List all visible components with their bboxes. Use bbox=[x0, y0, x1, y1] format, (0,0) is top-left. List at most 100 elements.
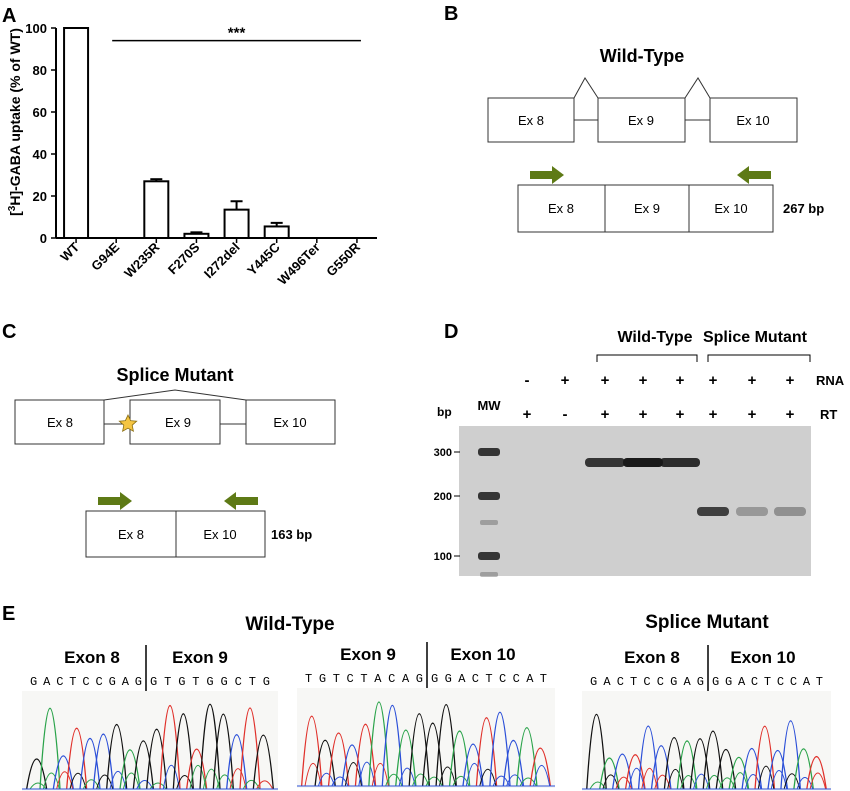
wt-product-ex8: Ex 8 bbox=[548, 201, 574, 216]
panel-letter-b: B bbox=[444, 3, 458, 25]
ladder-label: 100 bbox=[434, 551, 452, 563]
significance-label: *** bbox=[228, 25, 246, 42]
trace-peak-g bbox=[252, 734, 274, 790]
trace-peak-t bbox=[327, 732, 350, 787]
rt-sign: + bbox=[748, 406, 757, 423]
trace-noise bbox=[744, 774, 762, 790]
trace-peak-a bbox=[368, 701, 390, 787]
trace-noise bbox=[202, 768, 220, 790]
trace-noise bbox=[438, 766, 457, 787]
sm-exon-10-label: Ex 10 bbox=[273, 415, 306, 430]
panel-letter-e: E bbox=[2, 603, 15, 625]
trace-noise bbox=[162, 765, 180, 790]
trace-peak-c bbox=[52, 755, 74, 790]
trace-peak-a bbox=[728, 756, 750, 790]
rna-sign: + bbox=[639, 372, 648, 389]
rt-sign: - bbox=[563, 406, 568, 423]
trace-noise bbox=[809, 772, 827, 790]
wt-product-box bbox=[517, 184, 774, 233]
trace-noise bbox=[122, 772, 140, 790]
sm-skip-arc bbox=[103, 389, 247, 401]
sm-reverse-primer-arrow bbox=[224, 492, 258, 510]
rna-sign: + bbox=[786, 372, 795, 389]
sm-exon-9 bbox=[129, 399, 221, 445]
trace-peak-g bbox=[212, 713, 234, 790]
trace-peak-g bbox=[702, 730, 724, 790]
exon-label-right: Exon 10 bbox=[730, 648, 795, 667]
trace-peak-g bbox=[715, 749, 737, 790]
trace-peak-a bbox=[39, 708, 61, 790]
wt-band bbox=[623, 458, 663, 467]
sm-product-ex8: Ex 8 bbox=[118, 527, 144, 542]
x-tick-label: G94E bbox=[88, 239, 122, 273]
y-tick-label: 100 bbox=[25, 21, 47, 36]
wt-exon-9-label: Ex 9 bbox=[628, 113, 654, 128]
trace-peak-c bbox=[341, 744, 363, 787]
gel-group-wt: Wild-Type bbox=[617, 329, 692, 346]
rt-sign: + bbox=[676, 406, 685, 423]
gel-rna-label: RNA bbox=[816, 373, 845, 388]
trace-noise bbox=[479, 768, 497, 787]
gel-bp-label: bp bbox=[437, 405, 452, 419]
wt-splice-arc-1 bbox=[573, 77, 599, 99]
y-axis-label: [3H]-GABA uptake (% of WT) bbox=[7, 28, 24, 216]
x-tick-label: W496Ter bbox=[275, 240, 323, 288]
sm-exon-8 bbox=[14, 399, 105, 445]
sm-diagram-title: Splice Mutant bbox=[116, 365, 233, 385]
trace-peak-t bbox=[159, 704, 181, 790]
ladder-band bbox=[480, 572, 498, 577]
rt-sign: + bbox=[523, 406, 532, 423]
trace-noise bbox=[465, 763, 483, 787]
trace-peak-g bbox=[146, 729, 168, 790]
trace-peak-t bbox=[354, 723, 377, 787]
trace-noise bbox=[452, 775, 470, 787]
x-tick-label: WT bbox=[57, 239, 82, 264]
sequence-left: GACTCCGAG bbox=[590, 675, 704, 689]
wt-product-ex10: Ex 10 bbox=[714, 201, 747, 216]
trace-background bbox=[297, 688, 555, 788]
rna-sign: + bbox=[676, 372, 685, 389]
trace-peak-c bbox=[226, 734, 248, 790]
trace-peak-t bbox=[475, 717, 498, 787]
trace-peak-g bbox=[586, 714, 607, 790]
exon-label-left: Exon 8 bbox=[64, 648, 120, 667]
gel-group-sm: Splice Mutant bbox=[703, 329, 808, 346]
trace-noise bbox=[615, 776, 632, 790]
trace-noise bbox=[371, 763, 389, 787]
trace-peak-g bbox=[689, 738, 711, 790]
exon-label-left: Exon 8 bbox=[624, 648, 680, 667]
rt-sign: + bbox=[786, 406, 795, 423]
rt-sign: + bbox=[639, 406, 648, 423]
trace-background bbox=[582, 691, 831, 791]
wt-band bbox=[660, 458, 700, 467]
sequence-right: GGACTCCAT bbox=[712, 675, 823, 689]
rna-sign: + bbox=[709, 372, 718, 389]
bar bbox=[223, 208, 250, 239]
trace-noise bbox=[229, 768, 247, 790]
trace-peak-c bbox=[79, 737, 101, 790]
trace-peak-c bbox=[502, 739, 525, 787]
bar bbox=[263, 225, 290, 239]
rt-sign: + bbox=[709, 406, 718, 423]
wt-splice-arc-2 bbox=[684, 77, 711, 99]
trace-noise bbox=[69, 772, 87, 790]
wt-forward-primer-arrow bbox=[530, 166, 564, 184]
sequence-right: GTGTGGCTG bbox=[150, 675, 270, 689]
trace-noise bbox=[425, 776, 443, 787]
trace-noise bbox=[331, 776, 349, 787]
trace-peak-a bbox=[395, 729, 417, 787]
gel-image bbox=[459, 426, 811, 576]
x-tick-label: W235R bbox=[121, 239, 163, 281]
trace-peak-g bbox=[314, 739, 336, 787]
trace-peak-g bbox=[199, 703, 221, 790]
sm-exon-10 bbox=[245, 399, 336, 445]
wt-reverse-primer-arrow bbox=[737, 166, 771, 184]
trace-peak-c bbox=[741, 748, 763, 790]
trace-peak-a bbox=[119, 749, 141, 790]
y-tick-label: 40 bbox=[33, 147, 47, 162]
trace-noise bbox=[385, 773, 403, 787]
ladder-label: 300 bbox=[434, 447, 452, 459]
trace-peak-t bbox=[66, 727, 88, 790]
trace-peak-c bbox=[767, 750, 789, 790]
rna-sign: - bbox=[525, 372, 530, 389]
